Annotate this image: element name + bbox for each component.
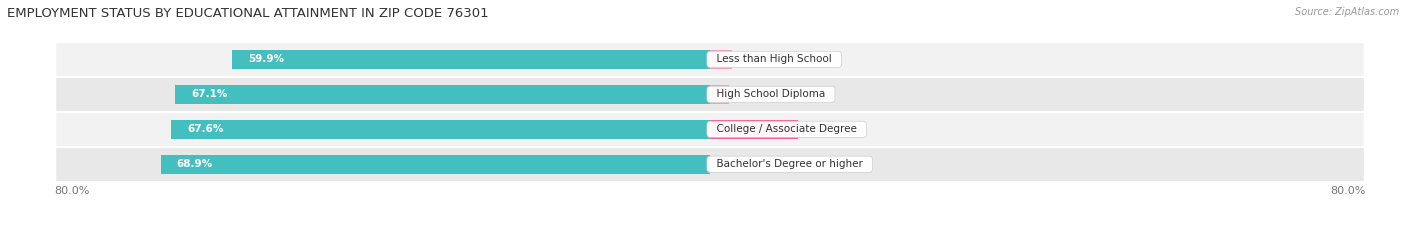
Text: 67.6%: 67.6% xyxy=(187,124,224,134)
Bar xyxy=(160,155,710,174)
Text: 2.4%: 2.4% xyxy=(741,89,768,99)
Text: Less than High School: Less than High School xyxy=(710,55,838,64)
Bar xyxy=(710,120,797,139)
Bar xyxy=(710,50,733,69)
Text: EMPLOYMENT STATUS BY EDUCATIONAL ATTAINMENT IN ZIP CODE 76301: EMPLOYMENT STATUS BY EDUCATIONAL ATTAINM… xyxy=(7,7,489,20)
Text: Source: ZipAtlas.com: Source: ZipAtlas.com xyxy=(1295,7,1399,17)
Bar xyxy=(172,120,710,139)
Bar xyxy=(232,50,710,69)
Text: 0.0%: 0.0% xyxy=(723,159,748,169)
Text: High School Diploma: High School Diploma xyxy=(710,89,832,99)
Bar xyxy=(174,85,710,104)
Legend: In Labor Force, Unemployed: In Labor Force, Unemployed xyxy=(609,230,811,233)
FancyBboxPatch shape xyxy=(56,147,1364,182)
Text: 11.0%: 11.0% xyxy=(810,124,842,134)
FancyBboxPatch shape xyxy=(56,112,1364,147)
Text: 68.9%: 68.9% xyxy=(177,159,212,169)
FancyBboxPatch shape xyxy=(56,77,1364,112)
Text: 2.8%: 2.8% xyxy=(744,55,770,64)
Text: 67.1%: 67.1% xyxy=(191,89,228,99)
Text: 59.9%: 59.9% xyxy=(249,55,284,64)
Bar xyxy=(710,85,730,104)
Text: College / Associate Degree: College / Associate Degree xyxy=(710,124,863,134)
Text: Bachelor's Degree or higher: Bachelor's Degree or higher xyxy=(710,159,869,169)
FancyBboxPatch shape xyxy=(56,42,1364,77)
